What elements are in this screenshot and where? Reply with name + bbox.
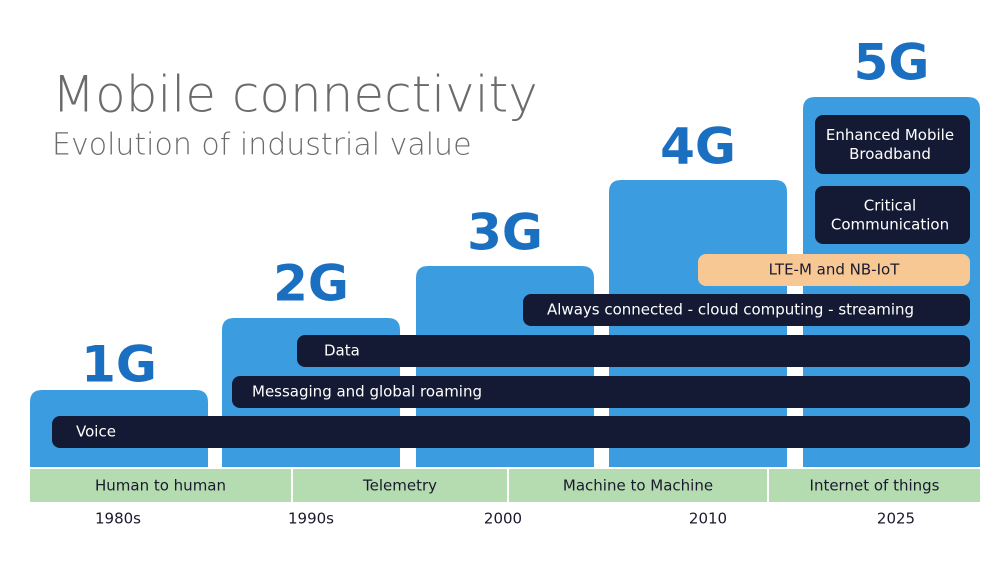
- capability-bar: [297, 335, 970, 367]
- capability-label: Enhanced Mobile Broadband: [826, 126, 954, 163]
- capability-label: Messaging and global roaming: [252, 383, 482, 401]
- capability-label: Voice: [76, 423, 116, 441]
- era-segment: [293, 469, 507, 502]
- capability-bar: [815, 186, 970, 244]
- generation-label: 5G: [854, 34, 930, 92]
- era-label: Telemetry: [362, 477, 437, 495]
- capability-bar: [232, 376, 970, 408]
- era-label: Human to human: [95, 477, 226, 495]
- capability-label: Always connected - cloud computing - str…: [547, 301, 914, 319]
- title: Mobile connectivity: [52, 66, 538, 124]
- era-label: Internet of things: [810, 477, 940, 495]
- capability-label: LTE-M and NB-IoT: [769, 261, 901, 279]
- capability-bar: [698, 254, 970, 286]
- generation-label: 2G: [273, 255, 349, 313]
- capability-bar: [523, 294, 970, 326]
- year-label: 1990s: [288, 510, 334, 528]
- generation-label: 3G: [467, 204, 543, 262]
- capability-bar: [815, 115, 970, 174]
- generation-label: 1G: [81, 336, 157, 394]
- subtitle: Evolution of industrial value: [52, 128, 472, 163]
- year-label: 2025: [877, 510, 915, 528]
- era-segment: [30, 469, 291, 502]
- year-label: 2000: [484, 510, 522, 528]
- era-segment: [769, 469, 980, 502]
- capability-label: Critical Communication: [831, 196, 949, 233]
- era-segment: [509, 469, 767, 502]
- generation-label: 4G: [660, 118, 736, 176]
- era-label: Machine to Machine: [563, 477, 713, 495]
- capability-bar: [52, 416, 970, 448]
- year-label: 2010: [689, 510, 727, 528]
- year-label: 1980s: [95, 510, 141, 528]
- capability-label: Data: [324, 342, 360, 360]
